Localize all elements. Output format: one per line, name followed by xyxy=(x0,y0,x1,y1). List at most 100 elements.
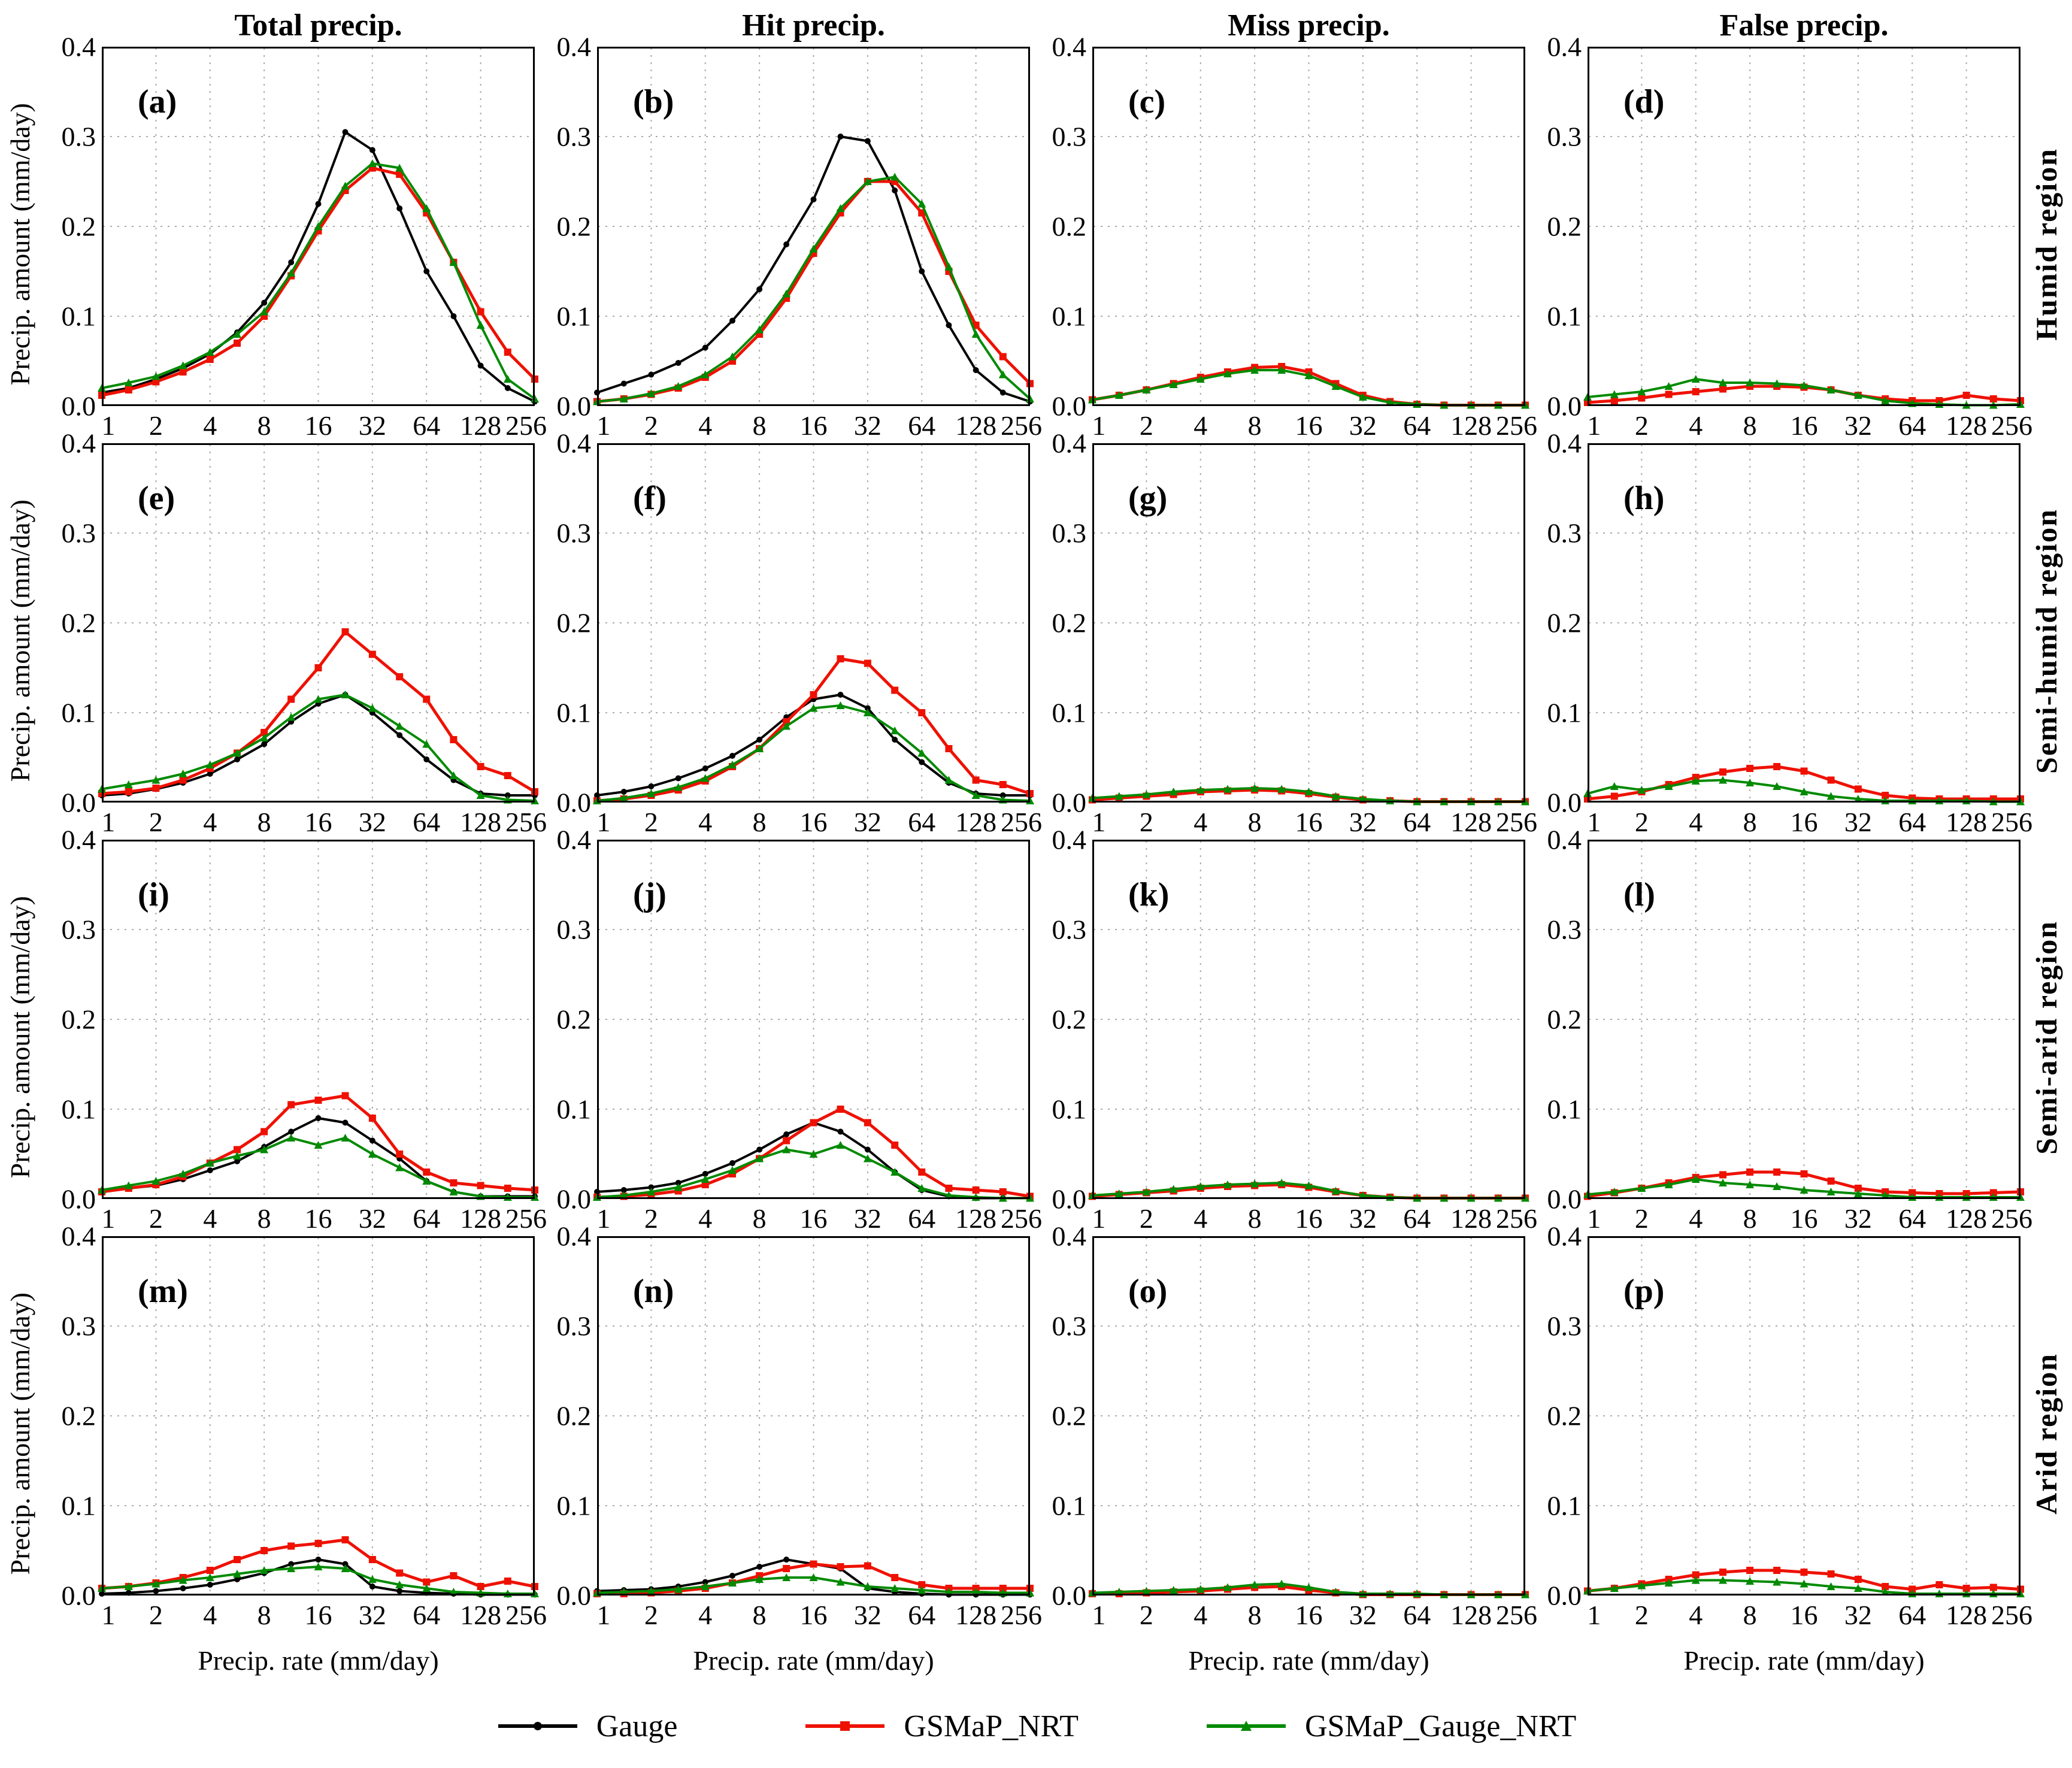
panel-g: 0.4 0.3 0.2 0.1 0.0 (g) 1 2 4 8 16 32 64 128 256 xyxy=(1030,428,1538,838)
series-line-gauge xyxy=(101,694,535,797)
data-point-triangle xyxy=(1719,1576,1728,1584)
data-point-triangle xyxy=(1386,398,1395,406)
series-line-gsmap_gauge_nrt xyxy=(101,162,536,400)
data-point-circle xyxy=(864,705,871,712)
x-tick-label: 8 xyxy=(1247,1203,1262,1234)
data-point-circle xyxy=(919,759,925,765)
data-point-triangle xyxy=(1881,396,1890,404)
y-axis-ticks: 0.4 0.3 0.2 0.1 0.0 xyxy=(535,32,597,422)
x-tick-label: 32 xyxy=(1349,1600,1377,1630)
data-point-triangle xyxy=(1826,792,1835,800)
data-point-triangle xyxy=(1664,782,1673,790)
data-point-square xyxy=(864,1119,871,1127)
x-tick-label: 1 xyxy=(1587,410,1601,441)
data-point-square xyxy=(314,1540,322,1547)
data-point-square xyxy=(1692,388,1700,395)
x-tick-label: 64 xyxy=(1403,1203,1431,1234)
data-point-triangle xyxy=(1277,366,1286,374)
x-tick-label: 128 xyxy=(1946,410,1988,441)
panel-k: 0.4 0.3 0.2 0.1 0.0 (k) 1 2 4 8 16 32 64 128 256 xyxy=(1030,825,1538,1235)
panel-svg: (m) xyxy=(98,1236,539,1598)
series-line-gsmap_gauge_nrt xyxy=(596,704,1031,802)
x-tick-label: 64 xyxy=(1403,410,1431,441)
data-point-square xyxy=(1773,1168,1781,1176)
data-point-triangle xyxy=(1142,1188,1151,1195)
data-point-triangle xyxy=(1773,379,1782,387)
y-tick-label: 0.0 xyxy=(61,390,96,422)
data-point-triangle xyxy=(619,1191,628,1199)
data-point-square xyxy=(999,353,1007,361)
x-tick-label: 128 xyxy=(1450,1203,1492,1234)
x-tick-label: 8 xyxy=(752,1600,767,1630)
x-tick-label: 64 xyxy=(413,1203,441,1234)
data-point-square xyxy=(945,1185,953,1192)
data-point-triangle xyxy=(1250,1179,1259,1188)
y-tick-label: 0.1 xyxy=(1052,1490,1087,1521)
data-point-circle xyxy=(702,344,708,351)
panel-letter-label: (p) xyxy=(1623,1273,1664,1310)
y-axis-ticks: 0.4 0.3 0.2 0.1 0.0 xyxy=(535,825,597,1215)
data-point-triangle xyxy=(1746,1577,1755,1585)
data-point-circle xyxy=(423,268,430,274)
data-point-triangle xyxy=(205,1573,214,1581)
data-point-triangle xyxy=(314,695,323,703)
x-tick-label: 1 xyxy=(101,1203,116,1234)
data-point-triangle xyxy=(1800,1186,1809,1194)
data-point-square xyxy=(1827,776,1835,784)
data-point-triangle xyxy=(971,1588,980,1596)
data-point-square xyxy=(1854,1576,1862,1583)
panel-svg: (c) xyxy=(1088,47,1529,409)
data-point-triangle xyxy=(728,761,737,768)
plot-area: (l) xyxy=(1583,840,2025,1201)
row-label-semi-humid: Semi-humid region xyxy=(2029,508,2063,774)
data-point-circle xyxy=(864,1146,871,1153)
x-axis-label: Precip. rate (mm/day) xyxy=(1188,1645,1429,1676)
y-tick-label: 0.1 xyxy=(61,1094,96,1125)
x-tick-label: 8 xyxy=(1247,1600,1262,1630)
data-point-circle xyxy=(648,371,655,378)
x-tick-label: 2 xyxy=(1139,410,1153,441)
data-point-circle xyxy=(207,771,213,777)
x-tick-label: 1 xyxy=(1587,1600,1601,1630)
data-point-square xyxy=(1746,765,1754,772)
x-axis-ticks: 1 2 4 8 16 32 64 128 256 xyxy=(1092,803,1537,837)
plot-frame xyxy=(102,443,535,803)
y-axis-ticks: 0.4 0.3 0.2 0.1 0.0 xyxy=(1030,1221,1092,1611)
x-axis-ticks: 1 2 4 8 16 32 64 128 256 xyxy=(596,803,1042,837)
panel-o: 0.4 0.3 0.2 0.1 0.0 (o) 1 2 4 8 16 32 64 128 256 xyxy=(1030,1221,1538,1631)
data-point-triangle xyxy=(1610,1584,1619,1592)
x-tick-label: 4 xyxy=(1193,1203,1208,1234)
legend-swatch-svg xyxy=(1207,1721,1286,1731)
data-point-triangle xyxy=(1223,370,1232,377)
x-tick-label: 1 xyxy=(1092,410,1106,441)
x-tick-label: 256 xyxy=(1496,410,1538,441)
y-axis-ticks: 0.4 0.3 0.2 0.1 0.0 xyxy=(535,1221,597,1611)
data-point-square xyxy=(810,1119,817,1127)
panel-d: 0.4 0.3 0.2 0.1 0.0 (d) 1 2 4 8 16 32 64 128 256 xyxy=(1525,32,2033,442)
data-point-triangle xyxy=(701,370,710,379)
data-point-triangle xyxy=(1637,1581,1646,1590)
data-point-circle xyxy=(261,299,268,306)
data-point-square xyxy=(287,1101,295,1109)
x-tick-label: 128 xyxy=(1946,1600,1988,1630)
legend-swatch-svg xyxy=(805,1721,885,1731)
x-tick-label: 8 xyxy=(257,1600,271,1630)
x-tick-label: 64 xyxy=(1403,1600,1431,1630)
data-point-triangle xyxy=(1114,1189,1123,1197)
plot-area: (n) xyxy=(593,1236,1034,1598)
data-point-triangle xyxy=(782,289,791,298)
data-point-square xyxy=(1882,792,1889,799)
data-point-triangle xyxy=(647,1587,656,1595)
data-point-triangle xyxy=(233,1570,242,1578)
y-tick-label: 0.2 xyxy=(61,211,96,242)
y-tick-label: 0.2 xyxy=(1052,607,1087,638)
y-tick-label: 0.2 xyxy=(61,1400,96,1431)
panel-m: 0.4 0.3 0.2 0.1 0.0 (m) 1 2 4 8 16 32 64 128 256 xyxy=(40,1221,547,1631)
panel-letter-label: (d) xyxy=(1623,83,1664,120)
y-axis-ticks: 0.4 0.3 0.2 0.1 0.0 xyxy=(1030,825,1092,1215)
y-tick-label: 0.4 xyxy=(556,824,592,855)
data-point-triangle xyxy=(1719,379,1728,386)
panel-svg: (g) xyxy=(1088,443,1529,806)
data-point-square xyxy=(125,788,132,795)
plot-frame xyxy=(1092,47,1525,406)
